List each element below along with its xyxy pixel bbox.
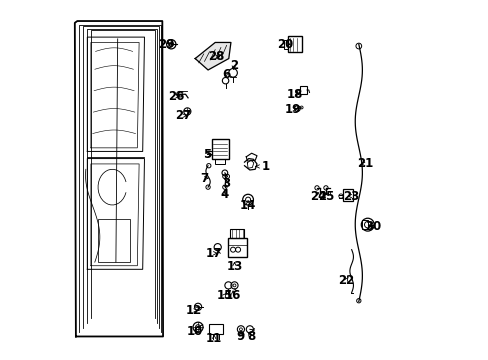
Bar	[208, 324, 223, 334]
Text: 2: 2	[229, 59, 237, 72]
Bar	[283, 40, 287, 49]
Text: 6: 6	[222, 68, 229, 81]
Text: 17: 17	[205, 247, 222, 260]
Text: 15: 15	[216, 288, 233, 302]
Text: 22: 22	[338, 274, 354, 287]
Text: 8: 8	[246, 330, 255, 343]
Text: 24: 24	[309, 190, 325, 203]
Bar	[215, 158, 225, 164]
Text: 29: 29	[158, 39, 174, 51]
Text: 18: 18	[286, 88, 302, 101]
Text: 20: 20	[277, 38, 293, 51]
Text: 12: 12	[185, 304, 202, 317]
Text: 23: 23	[343, 190, 359, 203]
Text: 13: 13	[226, 260, 242, 273]
Text: 1: 1	[255, 160, 269, 173]
Bar	[362, 220, 367, 229]
Text: 26: 26	[167, 90, 183, 103]
Bar	[342, 189, 353, 202]
Bar	[230, 229, 244, 238]
Text: 14: 14	[240, 198, 256, 212]
Text: 10: 10	[186, 325, 202, 338]
Bar	[211, 139, 228, 158]
Bar	[299, 86, 306, 94]
Bar	[228, 238, 246, 257]
Text: 9: 9	[236, 330, 244, 343]
Text: 5: 5	[203, 148, 211, 162]
Text: 19: 19	[284, 103, 300, 116]
Bar	[98, 219, 130, 262]
Text: 28: 28	[207, 50, 224, 63]
Bar	[287, 36, 301, 52]
Text: 4: 4	[220, 188, 228, 201]
Text: 7: 7	[200, 172, 208, 185]
Text: 30: 30	[364, 220, 381, 233]
Text: 27: 27	[175, 109, 191, 122]
Text: 3: 3	[222, 177, 230, 190]
Polygon shape	[195, 42, 230, 70]
Text: 21: 21	[356, 157, 373, 170]
Text: 11: 11	[205, 333, 222, 346]
Text: 25: 25	[318, 190, 334, 203]
Text: 16: 16	[224, 288, 241, 302]
